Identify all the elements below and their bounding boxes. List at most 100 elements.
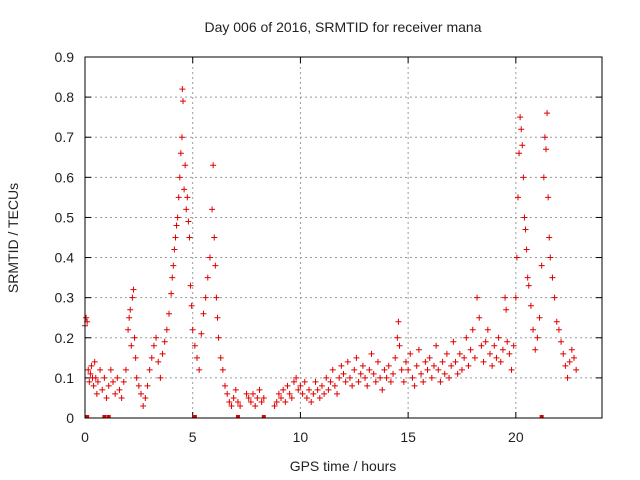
data-point	[374, 358, 381, 365]
data-point	[349, 382, 356, 389]
zero-mark	[261, 415, 266, 418]
data-point	[387, 378, 394, 385]
data-point	[88, 362, 95, 369]
data-point	[327, 378, 334, 385]
grid	[85, 57, 602, 418]
data-point	[491, 342, 498, 349]
data-point	[204, 274, 211, 281]
data-point	[252, 402, 259, 409]
data-point	[486, 350, 493, 357]
data-point	[520, 174, 527, 181]
data-point	[316, 394, 323, 401]
data-point	[512, 294, 519, 301]
data-point	[532, 346, 539, 353]
data-point	[471, 354, 478, 361]
data-point	[83, 314, 90, 321]
data-point	[510, 342, 517, 349]
data-point	[120, 378, 127, 385]
data-point	[422, 358, 429, 365]
data-point	[400, 378, 407, 385]
data-point	[280, 386, 287, 393]
data-point	[126, 314, 133, 321]
data-point	[99, 386, 106, 393]
data-point	[179, 86, 186, 93]
x-tick-label: 0	[81, 429, 89, 445]
data-point	[245, 394, 252, 401]
data-point	[114, 374, 121, 381]
x-tick-label: 15	[400, 429, 416, 445]
data-point	[454, 370, 461, 377]
data-point	[351, 366, 358, 373]
data-point	[127, 306, 134, 313]
data-point	[564, 374, 571, 381]
data-point	[396, 342, 403, 349]
data-point	[377, 374, 384, 381]
data-point	[116, 386, 123, 393]
y-tick-label: 0	[66, 410, 74, 426]
data-point	[215, 334, 222, 341]
data-point	[148, 354, 155, 361]
data-point	[542, 146, 549, 153]
data-point	[544, 110, 551, 117]
data-point	[546, 234, 553, 241]
data-point	[523, 246, 530, 253]
data-point	[493, 354, 500, 361]
data-point	[303, 394, 310, 401]
data-point	[441, 370, 448, 377]
data-point	[286, 390, 293, 397]
data-point	[346, 374, 353, 381]
chart-title: Day 006 of 2016, SRMTID for receiver man…	[204, 19, 481, 35]
data-point	[135, 382, 142, 389]
data-point	[310, 390, 317, 397]
data-point	[405, 366, 412, 373]
data-point	[413, 362, 420, 369]
y-tick-label: 0.5	[55, 209, 75, 225]
data-point	[334, 390, 341, 397]
data-point	[527, 302, 534, 309]
data-point	[519, 142, 526, 149]
data-point	[173, 222, 180, 229]
data-point	[508, 366, 515, 373]
data-point	[379, 386, 386, 393]
data-point	[157, 374, 164, 381]
data-point	[107, 366, 114, 373]
data-point	[188, 302, 195, 309]
data-point	[392, 354, 399, 361]
data-point	[129, 294, 136, 301]
data-point	[290, 378, 297, 385]
data-point	[370, 370, 377, 377]
data-point	[194, 354, 201, 361]
data-point	[308, 398, 315, 405]
data-point	[301, 378, 308, 385]
data-point	[538, 262, 545, 269]
data-point	[247, 398, 254, 405]
y-axis-label: SRMTID / TECUs	[5, 183, 21, 293]
data-point	[198, 330, 205, 337]
axis-ticks: 0 0.1 0.2 0.3 0.4 0.5 0.6 0.7 0.8 0.9 0 5 10 15 20	[55, 49, 602, 445]
y-tick-label: 0.1	[55, 370, 75, 386]
data-point	[214, 314, 221, 321]
data-point	[211, 234, 218, 241]
data-point	[85, 366, 92, 373]
data-point	[237, 402, 244, 409]
data-point	[329, 366, 336, 373]
data-point	[372, 378, 379, 385]
data-point	[516, 150, 523, 157]
data-point	[499, 346, 506, 353]
data-point	[243, 390, 250, 397]
data-point	[461, 354, 468, 361]
data-point	[478, 342, 485, 349]
data-point	[504, 338, 511, 345]
data-point	[295, 386, 302, 393]
data-point	[383, 374, 390, 381]
data-point	[256, 386, 263, 393]
data-point	[558, 338, 565, 345]
data-point	[161, 338, 168, 345]
data-point	[299, 390, 306, 397]
data-point	[258, 398, 265, 405]
data-point	[219, 366, 226, 373]
data-point	[260, 394, 267, 401]
data-point	[402, 358, 409, 365]
data-point	[87, 370, 94, 377]
